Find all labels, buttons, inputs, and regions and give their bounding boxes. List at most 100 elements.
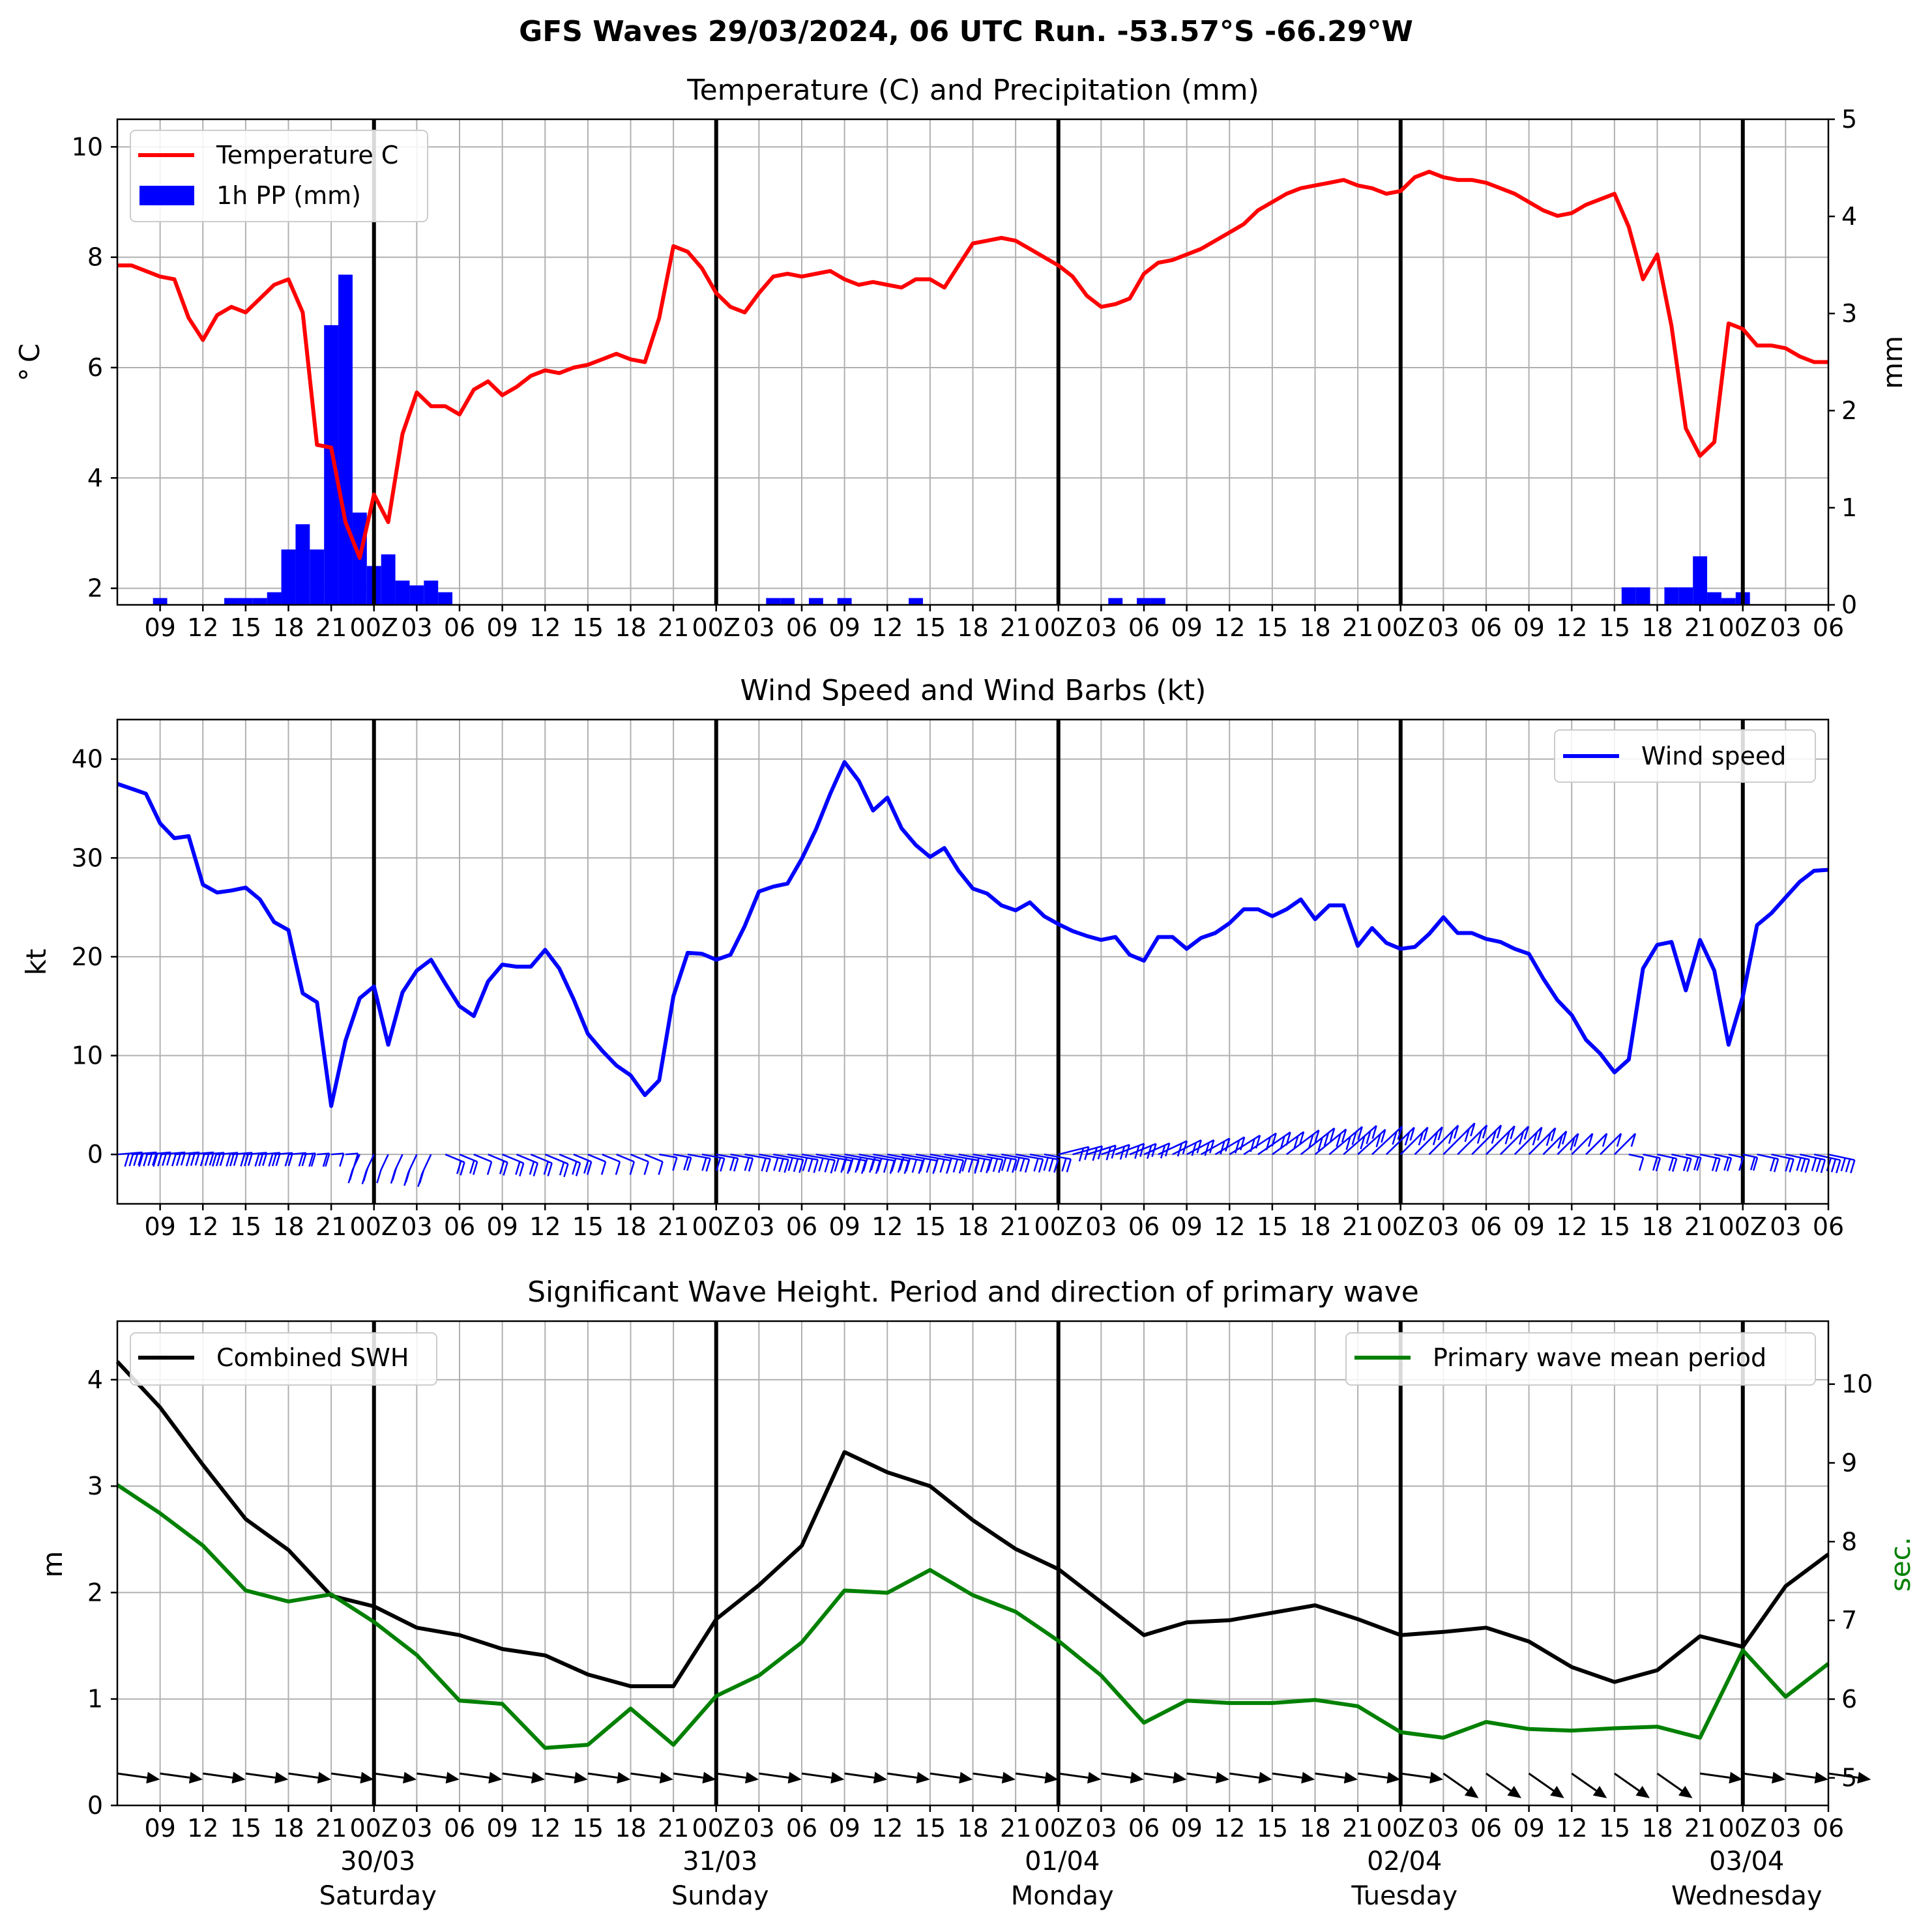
- x-tick-label: 06: [1471, 613, 1502, 642]
- wind-barb-shaft: [1557, 1133, 1579, 1156]
- wind-barb-shaft: [687, 1153, 710, 1160]
- y-tick-label: 0: [87, 1791, 103, 1820]
- wind-barb-flag: [1111, 1145, 1117, 1159]
- day-weekday-label: Sunday: [671, 1881, 769, 1911]
- wind-barb: [288, 1152, 307, 1167]
- wind-barb-shaft: [217, 1152, 239, 1156]
- wind-barb: [1343, 1125, 1377, 1156]
- wind-barb-flag: [175, 1152, 182, 1166]
- x-tick-label: 03: [1085, 1212, 1117, 1241]
- wind-barb-shaft: [1100, 1144, 1130, 1156]
- arrow-head: [1429, 1772, 1444, 1784]
- wind-barb-flag: [672, 1157, 678, 1171]
- wind-barb-flag: [301, 1152, 307, 1167]
- wind-barb: [1029, 1153, 1059, 1173]
- wind-barb: [1628, 1153, 1645, 1171]
- x-tick-label: 06: [1471, 1212, 1502, 1241]
- arrow-head: [317, 1772, 331, 1784]
- arrow-shaft: [417, 1772, 447, 1779]
- x-tick-label: 06: [786, 613, 817, 642]
- wind-barb-flag: [199, 1152, 206, 1167]
- wind-barb-flag: [1588, 1133, 1594, 1147]
- x-tick-label: 12: [871, 1814, 903, 1843]
- x-tick-label: 00Z: [692, 1212, 740, 1241]
- wind-barb: [1328, 1126, 1363, 1156]
- wave-direction-arrow: [1742, 1772, 1786, 1784]
- wind-barb-flag: [848, 1158, 854, 1172]
- day-weekday-label: Wednesday: [1671, 1881, 1822, 1911]
- x-tick-label: 03: [1770, 1814, 1801, 1843]
- arrow-head: [617, 1772, 631, 1784]
- wind-barb-flag: [1496, 1125, 1502, 1139]
- wind-barb-flag: [1638, 1157, 1645, 1171]
- arrow-shaft: [1400, 1772, 1431, 1779]
- arrow-head: [1258, 1772, 1272, 1784]
- wave-direction-arrow: [673, 1772, 716, 1784]
- x-tick-label: 21: [1000, 613, 1031, 642]
- arrow-head: [1001, 1772, 1016, 1784]
- wind-barb: [1001, 1153, 1031, 1173]
- y-right-tick-label: 5: [1841, 105, 1857, 134]
- wind-barb-shaft: [380, 1154, 389, 1171]
- wind-barb-flag: [824, 1159, 830, 1173]
- x-tick-label: 15: [572, 613, 604, 642]
- arrow-shaft: [1528, 1772, 1555, 1792]
- x-tick-label: 21: [658, 613, 689, 642]
- wind-barb-flag: [287, 1152, 294, 1167]
- wind-barb-flag: [1019, 1158, 1025, 1172]
- y-tick-label: 10: [72, 132, 103, 161]
- arrow-head: [1814, 1772, 1828, 1784]
- arrow-shaft: [1614, 1772, 1640, 1792]
- x-tick-label: 21: [315, 613, 347, 642]
- wind-barb-flag: [1453, 1125, 1459, 1139]
- wind-barb-flag: [1423, 1127, 1429, 1141]
- y-right-tick-label: 5: [1841, 1764, 1857, 1792]
- wind-barb: [602, 1154, 621, 1175]
- x-tick-label: 03: [1770, 613, 1801, 642]
- wind-barb-flag: [1381, 1129, 1386, 1143]
- x-tick-label: 06: [1471, 1814, 1502, 1843]
- wind-barb-shaft: [1229, 1134, 1261, 1156]
- wind-barb-shaft: [1343, 1125, 1377, 1156]
- x-tick-label: 09: [486, 1212, 518, 1241]
- arrow-head: [702, 1772, 716, 1784]
- wind-barb: [1371, 1126, 1403, 1156]
- x-tick-label: 18: [1299, 613, 1330, 642]
- wind-barb-flag: [349, 1167, 355, 1181]
- wind-barb-flag: [778, 1158, 784, 1173]
- wind-barb: [1600, 1133, 1622, 1156]
- arrow-shaft: [502, 1772, 533, 1779]
- wind-barb-shaft: [1058, 1146, 1089, 1156]
- x-tick-label: 18: [272, 613, 304, 642]
- wind-barb: [630, 1154, 649, 1175]
- arrow-shaft: [973, 1772, 1003, 1779]
- wind-barb: [1499, 1126, 1530, 1156]
- wind-barb-flag: [138, 1152, 143, 1166]
- wind-barb-shaft: [1257, 1131, 1291, 1156]
- arrow-head: [1173, 1772, 1187, 1784]
- wind-barb-shaft: [958, 1153, 991, 1161]
- wind-barb-flag: [153, 1153, 158, 1167]
- wind-barb-flag: [1671, 1158, 1678, 1172]
- x-tick-label: 12: [187, 1814, 218, 1843]
- wind-barb: [459, 1154, 478, 1175]
- wind-barb-shaft: [759, 1153, 789, 1161]
- wind-barb: [502, 1154, 525, 1176]
- x-tick-label: 12: [1214, 1814, 1245, 1843]
- wind-barb-flag: [147, 1152, 153, 1166]
- wind-barb-flag: [1225, 1138, 1231, 1152]
- wind-barb-flag: [1561, 1131, 1568, 1145]
- x-tick-label: 03: [401, 1814, 432, 1843]
- wind-barb: [1442, 1122, 1476, 1156]
- x-tick-label: 06: [1128, 1814, 1160, 1843]
- wind-barb-flag: [773, 1157, 779, 1171]
- arrow-shaft: [716, 1772, 746, 1779]
- wind-barb: [1742, 1153, 1759, 1171]
- precip-bar: [438, 592, 453, 605]
- wind-barb-flag: [124, 1153, 130, 1167]
- wind-barb-flag: [870, 1157, 876, 1171]
- wind-barb-flag: [919, 1158, 926, 1172]
- arrow-head: [445, 1772, 460, 1784]
- wind-barb-shaft: [1813, 1153, 1841, 1161]
- legend-precip-label: 1h PP (mm): [216, 181, 361, 210]
